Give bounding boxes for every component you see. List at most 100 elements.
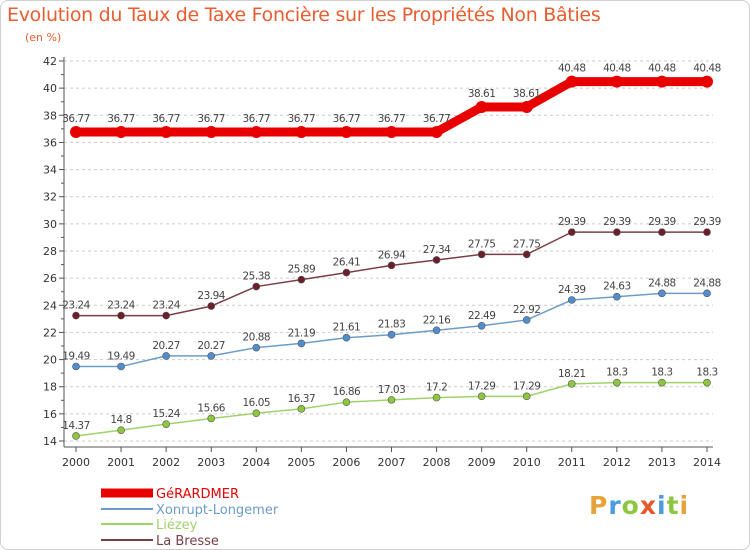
y-tick-label: 18: [43, 381, 57, 394]
data-label: 36.77: [333, 113, 361, 125]
data-label: 14.8: [110, 414, 131, 426]
data-point: [295, 125, 308, 138]
data-label: 20.88: [243, 332, 271, 344]
data-label: 36.77: [378, 113, 406, 125]
data-point: [655, 75, 668, 88]
data-label: 16.05: [243, 397, 271, 409]
y-tick-label: 22: [43, 326, 57, 339]
y-tick-label: 30: [43, 218, 57, 231]
x-tick-label: 2010: [513, 456, 541, 469]
data-label: 17.29: [468, 380, 496, 392]
data-label: 38.61: [513, 88, 541, 100]
data-point: [297, 275, 306, 284]
x-tick-label: 2005: [287, 456, 315, 469]
data-label: 36.77: [107, 113, 135, 125]
data-label: 22.49: [468, 310, 496, 322]
data-label: 24.88: [693, 277, 721, 289]
data-point: [703, 228, 711, 236]
data-point: [342, 398, 351, 406]
data-point: [252, 343, 261, 352]
data-label: 27.75: [468, 238, 496, 250]
data-point: [387, 261, 396, 270]
data-label: 29.39: [693, 216, 721, 228]
x-tick-label: 2003: [197, 456, 225, 469]
data-point: [477, 321, 486, 330]
data-point: [70, 125, 82, 138]
data-point: [565, 75, 578, 88]
legend-label: Xonrupt-Longemer: [156, 503, 279, 518]
chart-subtitle: (en %): [25, 31, 62, 44]
data-label: 25.89: [288, 264, 316, 276]
data-label: 36.77: [197, 113, 225, 125]
y-tick-label: 36: [43, 136, 57, 149]
x-tick-label: 2006: [332, 456, 360, 469]
data-label: 23.24: [107, 300, 135, 312]
data-label: 18.3: [606, 367, 627, 379]
data-point: [387, 330, 396, 339]
data-label: 23.94: [197, 290, 225, 302]
data-point: [117, 426, 125, 434]
data-point: [297, 339, 306, 348]
data-label: 26.41: [333, 257, 361, 269]
data-label: 24.39: [558, 284, 586, 296]
data-point: [162, 352, 170, 360]
y-tick-label: 38: [43, 109, 57, 122]
data-point: [430, 125, 443, 138]
data-point: [658, 378, 666, 387]
x-tick-label: 2000: [62, 456, 90, 469]
data-point: [162, 420, 170, 428]
x-tick-label: 2002: [152, 456, 180, 469]
data-point: [72, 362, 80, 371]
data-label: 20.27: [152, 340, 180, 352]
data-label: 17.2: [426, 382, 447, 394]
data-point: [522, 316, 531, 324]
data-point: [658, 289, 666, 298]
data-point: [342, 333, 351, 342]
data-point: [160, 125, 173, 138]
chart-title: Evolution du Taux de Taxe Foncière sur l…: [7, 4, 601, 26]
data-point: [342, 268, 351, 277]
logo-letter: P: [589, 491, 609, 520]
x-tick-label: 2008: [423, 456, 451, 469]
data-label: 29.39: [558, 216, 586, 228]
data-point: [477, 392, 486, 401]
y-tick-label: 34: [43, 164, 57, 177]
data-point: [252, 409, 261, 417]
data-label: 20.27: [197, 340, 225, 352]
data-point: [703, 378, 711, 387]
data-point: [610, 75, 623, 88]
data-label: 18.3: [696, 367, 717, 379]
data-label: 23.24: [152, 300, 180, 312]
logo-letter: x: [639, 491, 657, 520]
data-label: 17.03: [378, 384, 406, 396]
data-label: 17.29: [513, 380, 541, 392]
x-tick-label: 2001: [107, 456, 135, 469]
y-tick-label: 32: [43, 191, 57, 204]
data-label: 21.19: [288, 327, 316, 339]
data-label: 36.77: [62, 113, 90, 125]
data-point: [567, 380, 576, 388]
logo-letter: i: [657, 491, 667, 520]
data-label: 36.77: [423, 113, 451, 125]
data-label: 18.3: [651, 367, 672, 379]
data-point: [387, 396, 396, 404]
data-label: 36.77: [152, 113, 180, 125]
data-point: [567, 296, 576, 304]
data-label: 18.21: [558, 368, 586, 380]
data-label: 36.77: [288, 113, 316, 125]
y-tick-label: 42: [43, 55, 57, 68]
data-point: [613, 378, 621, 387]
data-point: [252, 282, 261, 291]
data-label: 26.94: [378, 249, 406, 261]
data-label: 40.48: [648, 63, 676, 75]
data-label: 16.86: [333, 386, 361, 398]
data-point: [385, 125, 398, 138]
data-label: 14.37: [62, 420, 90, 432]
data-label: 27.75: [513, 238, 541, 250]
x-tick-label: 2007: [378, 456, 406, 469]
data-label: 21.83: [378, 319, 406, 331]
data-point: [658, 228, 666, 236]
legend-label: Liézey: [156, 518, 198, 533]
